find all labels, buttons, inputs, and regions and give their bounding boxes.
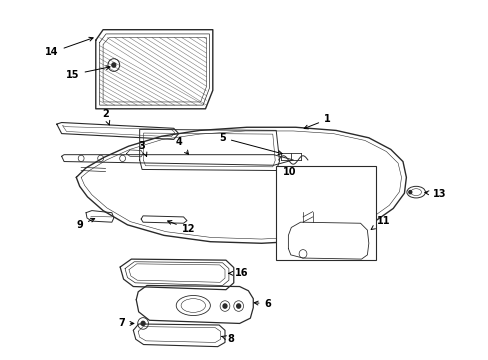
Text: 9: 9 xyxy=(76,219,95,230)
Text: 16: 16 xyxy=(228,268,248,278)
Bar xyxy=(276,166,375,260)
Text: 12: 12 xyxy=(167,221,195,234)
Text: 6: 6 xyxy=(254,299,271,309)
Text: 5: 5 xyxy=(219,133,282,154)
Text: 7: 7 xyxy=(118,319,134,328)
Text: 8: 8 xyxy=(222,334,234,344)
Ellipse shape xyxy=(176,296,210,315)
Text: 3: 3 xyxy=(139,141,146,157)
Text: 14: 14 xyxy=(45,37,93,57)
Circle shape xyxy=(141,321,145,325)
Ellipse shape xyxy=(406,186,425,198)
Text: 1: 1 xyxy=(304,114,330,129)
Circle shape xyxy=(236,304,240,308)
Text: 10: 10 xyxy=(282,167,295,177)
Text: 4: 4 xyxy=(175,137,188,154)
Circle shape xyxy=(112,63,116,67)
Text: 2: 2 xyxy=(102,109,109,125)
Text: 11: 11 xyxy=(370,216,389,229)
Text: 13: 13 xyxy=(424,189,446,199)
Ellipse shape xyxy=(410,189,421,195)
Circle shape xyxy=(408,190,411,194)
Text: 15: 15 xyxy=(66,66,110,80)
Ellipse shape xyxy=(181,299,205,312)
Circle shape xyxy=(223,304,226,308)
